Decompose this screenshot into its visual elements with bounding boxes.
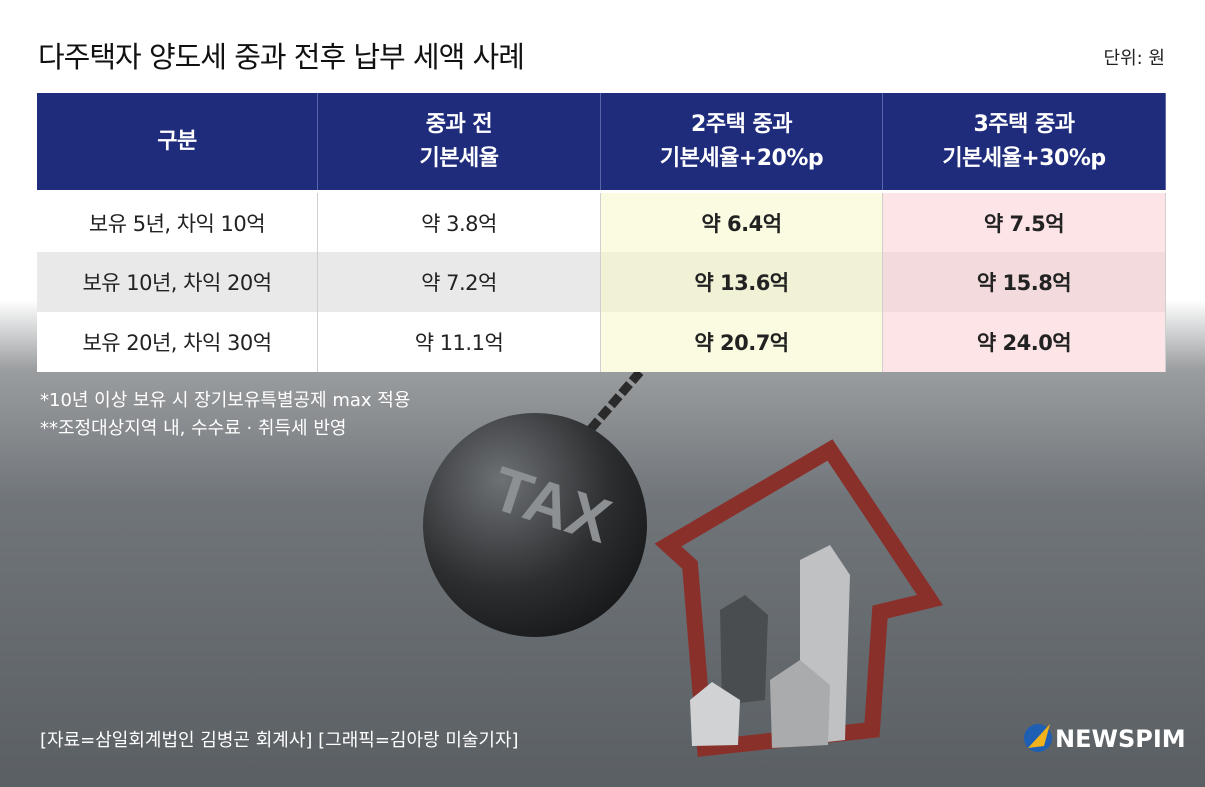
logo-icon: [1028, 724, 1050, 748]
table-cell: 약 15.8억: [883, 252, 1166, 312]
table-cell: 약 6.4억: [601, 193, 883, 252]
table-cell: 보유 10년, 차익 20억: [37, 252, 318, 312]
table-cell: 보유 20년, 차익 30억: [37, 312, 318, 372]
note: **조정대상지역 내, 수수료 · 취득세 반영: [40, 418, 347, 439]
building: [690, 682, 740, 746]
header-text: 중과 전: [425, 111, 493, 137]
header-text: 기본세율+30%p: [942, 145, 1106, 171]
unit: 단위: 원: [1103, 48, 1165, 69]
header-text: 구분: [157, 128, 197, 154]
header-text: 2주택 중과: [691, 111, 792, 137]
header-text: 기본세율: [419, 145, 499, 171]
table-cell: 약 11.1억: [318, 312, 601, 372]
building: [720, 595, 768, 705]
building: [770, 660, 830, 748]
table-cell: 약 3.8억: [318, 193, 601, 252]
table-cell: 약 13.6억: [601, 252, 883, 312]
header-text: 기본세율+20%p: [659, 145, 824, 171]
table-cell: 약 7.5억: [883, 193, 1166, 252]
header-cell: 구분: [37, 93, 318, 190]
house-frame: [654, 439, 944, 757]
table-cell: 약 20.7억: [601, 312, 883, 372]
wrecking-ball: [423, 413, 647, 637]
note: *10년 이상 보유 시 장기보유특별공제 max 적용: [40, 390, 411, 411]
table-cell: 보유 5년, 차익 10억: [37, 193, 318, 252]
source: [자료=삼일회계법인 김병곤 회계사] [그래픽=김아랑 미술기자]: [40, 730, 519, 751]
chain: [586, 369, 644, 433]
header-text: 3주택 중과: [973, 111, 1075, 137]
table-cell: 약 24.0억: [883, 312, 1166, 372]
table-cell: 약 7.2억: [318, 252, 601, 312]
title: 다주택자 양도세 중과 전후 납부 세액 사례: [38, 40, 525, 74]
logo: NEWSPIM: [1055, 725, 1186, 753]
